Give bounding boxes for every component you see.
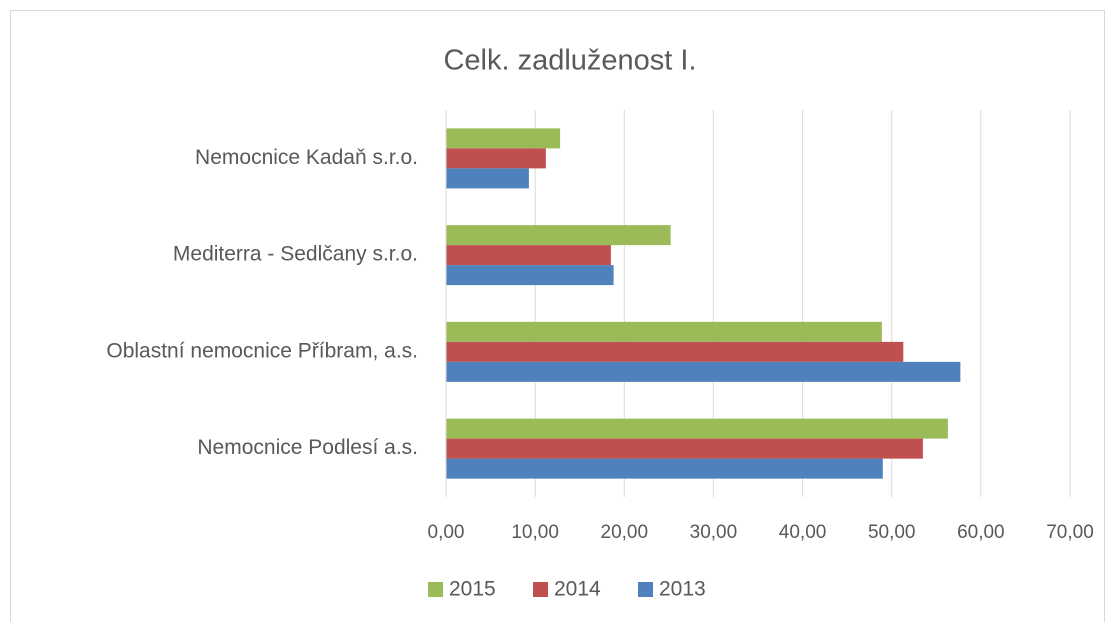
chart-border (10, 10, 1105, 622)
legend-label: 2013 (659, 578, 706, 601)
bar (446, 418, 948, 439)
y-tick-label: Nemocnice Podlesí a.s. (197, 436, 418, 459)
bar (446, 341, 904, 362)
bar (446, 245, 611, 266)
bar (446, 361, 961, 382)
x-tick-label: 60,00 (957, 522, 1005, 543)
y-tick-label: Mediterra - Sedlčany s.r.o. (173, 243, 418, 266)
bar (446, 148, 546, 169)
x-tick-label: 40,00 (779, 522, 827, 543)
bar (446, 458, 883, 479)
bar (446, 128, 561, 149)
legend-swatch (638, 582, 653, 597)
y-tick-label: Nemocnice Kadaň s.r.o. (195, 146, 418, 169)
x-tick-label: 10,00 (511, 522, 559, 543)
x-tick-label: 50,00 (868, 522, 916, 543)
legend-swatch (428, 582, 443, 597)
bar (446, 321, 882, 342)
x-tick-label: 20,00 (601, 522, 649, 543)
bar (446, 265, 614, 286)
chart-title: Celk. zadluženost I. (443, 45, 696, 77)
bar (446, 438, 923, 459)
legend-label: 2015 (449, 578, 496, 601)
x-tick-label: 30,00 (690, 522, 738, 543)
legend-swatch (533, 582, 548, 597)
x-tick-label: 70,00 (1046, 522, 1094, 543)
bar (446, 225, 671, 246)
bar (446, 168, 529, 189)
legend-label: 2014 (554, 578, 601, 601)
x-tick-label: 0,00 (428, 522, 465, 543)
y-tick-label: Oblastní nemocnice Příbram, a.s. (106, 339, 418, 362)
